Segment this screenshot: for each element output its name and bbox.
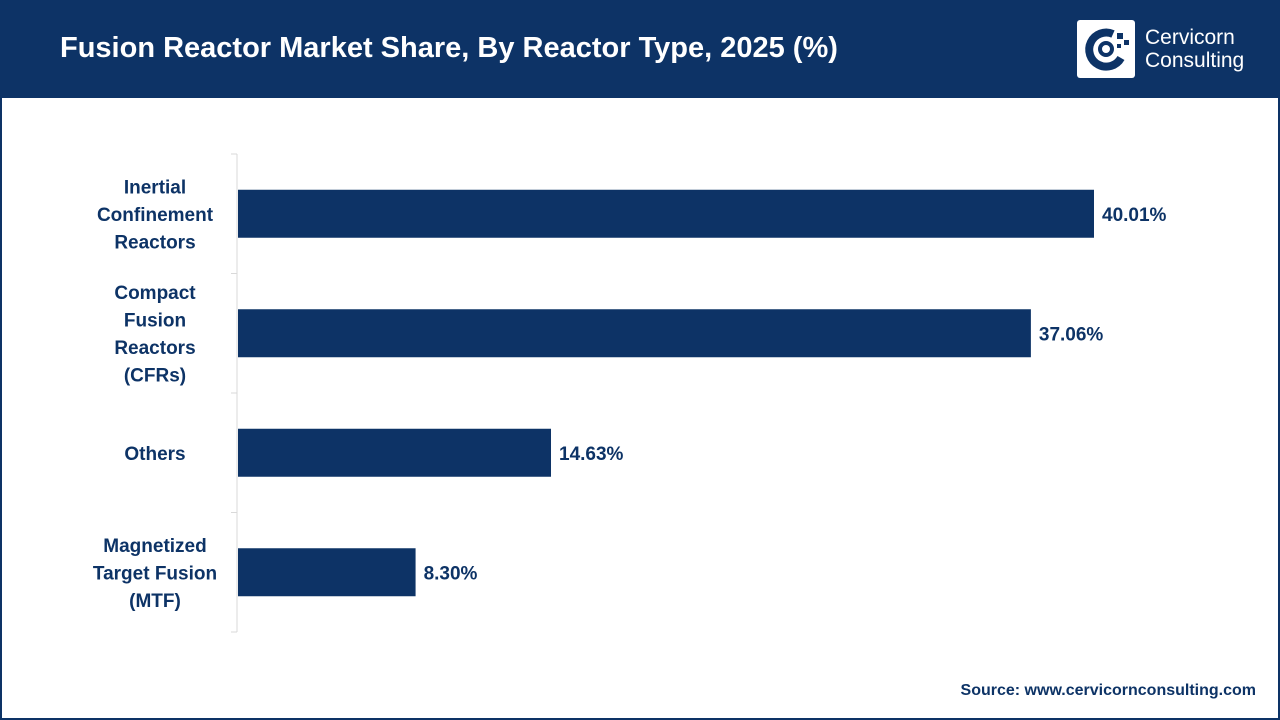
source-note: Source: www.cervicornconsulting.com xyxy=(960,682,1256,699)
bar-3 xyxy=(238,548,416,597)
category-label-0: Inertial Confinement Reactors xyxy=(97,177,214,253)
bar-1 xyxy=(238,309,1031,358)
brand-logo: Cervicorn Consulting xyxy=(1077,20,1267,82)
chart-title: Fusion Reactor Market Share, By Reactor … xyxy=(60,32,838,64)
category-label-2: Others xyxy=(124,444,185,465)
category-label-1: Compact Fusion Reactors (CFRs) xyxy=(114,283,196,387)
value-label-3: 8.30% xyxy=(424,563,478,584)
logo-text: Cervicorn Consulting xyxy=(1145,26,1244,72)
logo-line-2: Consulting xyxy=(1145,49,1245,72)
bar-0 xyxy=(238,189,1094,238)
value-label-2: 14.63% xyxy=(559,444,624,465)
bar-2 xyxy=(238,428,552,477)
logo-line-1: Cervicorn xyxy=(1145,26,1235,49)
cervicorn-logo-icon xyxy=(1077,20,1135,78)
header-banner: Fusion Reactor Market Share, By Reactor … xyxy=(2,2,1278,98)
category-label-3: Magnetized Target Fusion (MTF) xyxy=(93,536,217,612)
value-label-1: 37.06% xyxy=(1039,324,1104,345)
value-label-0: 40.01% xyxy=(1102,205,1167,226)
